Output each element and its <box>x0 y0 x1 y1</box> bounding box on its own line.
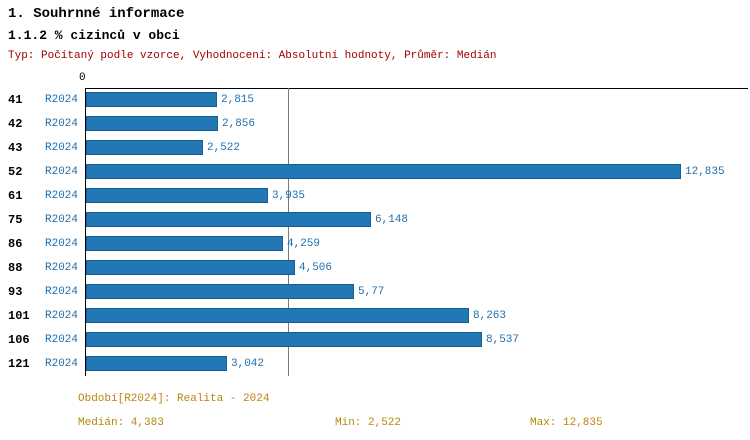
axis-top-line <box>85 88 748 89</box>
bar-value-label: 6,148 <box>375 214 409 226</box>
row-category-label: 42 <box>8 117 23 131</box>
bar-value-label: 3,935 <box>272 190 306 202</box>
row-category-label: 101 <box>8 309 30 323</box>
row-series-label: R2024 <box>45 334 79 346</box>
footer-median-label: Medián: 4,383 <box>78 417 164 429</box>
footer-period-label: Období[R2024]: Realita - 2024 <box>78 393 270 405</box>
chart-row: 93 R2024 5,77 <box>0 280 750 304</box>
bar <box>86 140 203 155</box>
chart-title: 1.1.2 % cizinců v obci <box>8 28 180 43</box>
chart-row: 41 R2024 2,815 <box>0 88 750 112</box>
bar-value-label: 4,259 <box>287 238 321 250</box>
row-series-label: R2024 <box>45 142 79 154</box>
axis-left-line <box>85 88 86 376</box>
bar <box>86 260 295 275</box>
row-category-label: 93 <box>8 285 23 299</box>
row-series-label: R2024 <box>45 166 79 178</box>
row-category-label: 121 <box>8 357 30 371</box>
bar-value-label: 2,856 <box>222 118 256 130</box>
row-series-label: R2024 <box>45 286 79 298</box>
row-series-label: R2024 <box>45 214 79 226</box>
chart-row: 88 R2024 4,506 <box>0 256 750 280</box>
bar-value-label: 8,537 <box>486 334 520 346</box>
bar-value-label: 12,835 <box>685 166 725 178</box>
chart-row: 101 R2024 8,263 <box>0 304 750 328</box>
row-series-label: R2024 <box>45 190 79 202</box>
bar <box>86 308 469 323</box>
bar <box>86 164 681 179</box>
bar <box>86 92 217 107</box>
row-category-label: 43 <box>8 141 23 155</box>
row-category-label: 41 <box>8 93 23 107</box>
bar-value-label: 2,522 <box>207 142 241 154</box>
row-category-label: 106 <box>8 333 30 347</box>
row-category-label: 75 <box>8 213 23 227</box>
axis-zero-label: 0 <box>79 72 86 84</box>
bar <box>86 188 268 203</box>
median-line <box>288 88 289 376</box>
row-category-label: 52 <box>8 165 23 179</box>
bar <box>86 284 354 299</box>
row-series-label: R2024 <box>45 94 79 106</box>
chart-row: 52 R2024 12,835 <box>0 160 750 184</box>
row-series-label: R2024 <box>45 262 79 274</box>
row-series-label: R2024 <box>45 310 79 322</box>
bar <box>86 236 283 251</box>
row-series-label: R2024 <box>45 238 79 250</box>
chart-row: 86 R2024 4,259 <box>0 232 750 256</box>
bar-value-label: 5,77 <box>358 286 385 298</box>
footer-max-label: Max: 12,835 <box>530 417 603 429</box>
bar <box>86 332 482 347</box>
page-title: 1. Souhrnné informace <box>8 6 185 22</box>
row-series-label: R2024 <box>45 358 79 370</box>
row-category-label: 61 <box>8 189 23 203</box>
row-series-label: R2024 <box>45 118 79 130</box>
chart-rows: 41 R2024 2,815 42 R2024 2,856 43 R2024 2,522 52 R2… <box>0 88 750 376</box>
bar-value-label: 4,506 <box>299 262 333 274</box>
chart-meta-line: Typ: Počítaný podle vzorce, Vyhodnocení:… <box>8 50 497 62</box>
chart-row: 121 R2024 3,042 <box>0 352 750 376</box>
bar-value-label: 2,815 <box>221 94 255 106</box>
chart-row: 75 R2024 6,148 <box>0 208 750 232</box>
chart-row: 61 R2024 3,935 <box>0 184 750 208</box>
chart-row: 43 R2024 2,522 <box>0 136 750 160</box>
bar-value-label: 8,263 <box>473 310 507 322</box>
footer-min-label: Min: 2,522 <box>335 417 402 429</box>
bar-value-label: 3,042 <box>231 358 265 370</box>
bar <box>86 212 371 227</box>
bar <box>86 116 218 131</box>
bar <box>86 356 227 371</box>
chart-row: 106 R2024 8,537 <box>0 328 750 352</box>
chart-row: 42 R2024 2,856 <box>0 112 750 136</box>
row-category-label: 88 <box>8 261 23 275</box>
row-category-label: 86 <box>8 237 23 251</box>
